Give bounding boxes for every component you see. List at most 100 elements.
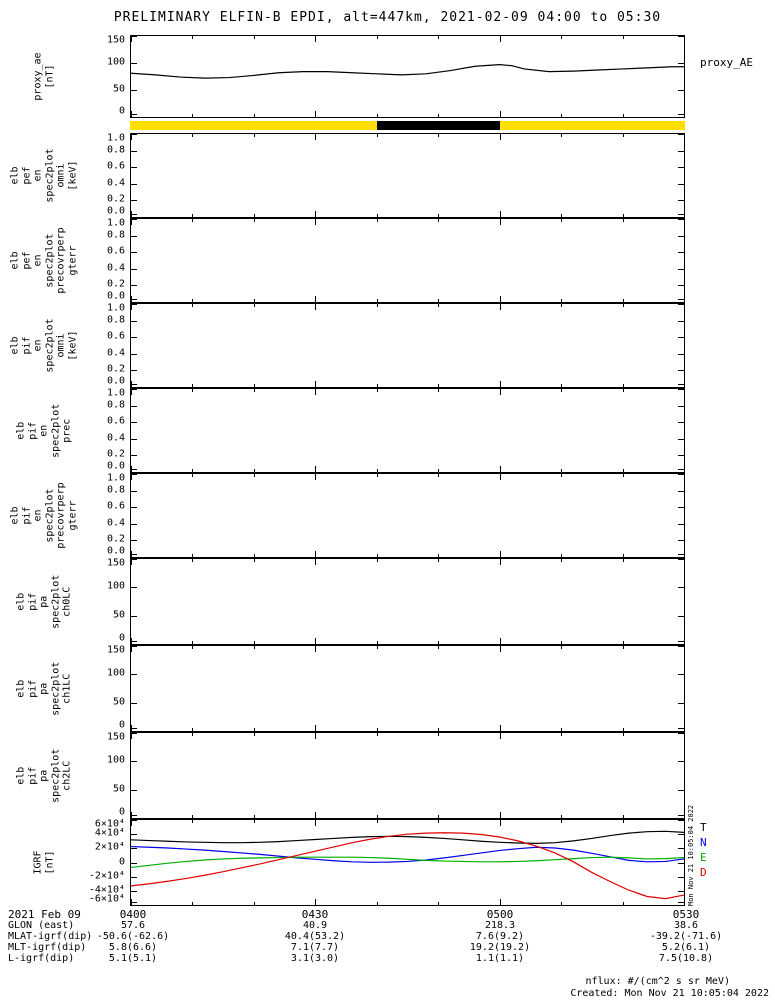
x-tick-mark bbox=[376, 214, 378, 217]
y-axis-label-wrap: elb pif en spec2plot prec bbox=[13, 388, 75, 473]
plot-area bbox=[130, 732, 685, 819]
x-tick-mark bbox=[376, 134, 378, 137]
x-tick-mark bbox=[315, 474, 317, 480]
x-tick-mark bbox=[253, 733, 255, 736]
y-tick-mark bbox=[131, 219, 137, 220]
y-axis-label: elb pif en spec2plot precovrperp gterr bbox=[9, 482, 79, 549]
y-tick-mark bbox=[678, 646, 684, 647]
y-tick-mark bbox=[131, 890, 137, 892]
x-tick-mark bbox=[622, 36, 624, 39]
x-tick-mark bbox=[499, 551, 501, 557]
x-tick-label: 0400 bbox=[119, 908, 147, 921]
date-label: 2021 Feb 09 bbox=[8, 908, 81, 921]
x-tick-mark bbox=[253, 554, 255, 557]
y-tick-label: 0.4 bbox=[106, 432, 125, 444]
y-tick-mark bbox=[131, 474, 137, 475]
y-tick-labels: 150 100 50 0 bbox=[75, 558, 130, 645]
footer-value: -50.6(-62.6) bbox=[96, 931, 170, 942]
y-tick-label: 0.8 bbox=[106, 144, 125, 156]
x-tick-mark bbox=[561, 641, 563, 644]
y-axis-label: elb pif en spec2plot prec bbox=[15, 403, 73, 458]
footer-value: -39.2(-71.6) bbox=[649, 931, 723, 942]
y-tick-mark bbox=[678, 815, 684, 816]
x-tick-mark bbox=[376, 902, 378, 905]
y-axis-label-wrap: elb pef en spec2plot omni [keV] bbox=[10, 133, 79, 218]
y-tick-mark bbox=[131, 114, 137, 115]
x-tick-mark bbox=[499, 725, 501, 731]
y-tick-mark bbox=[131, 268, 137, 270]
x-tick-mark bbox=[315, 551, 317, 557]
x-tick-mark bbox=[684, 466, 685, 472]
y-tick-mark bbox=[678, 268, 684, 270]
y-tick-mark bbox=[131, 36, 137, 37]
y-tick-mark bbox=[678, 252, 684, 254]
y-tick-mark bbox=[131, 384, 137, 385]
y-tick-labels: 6×10⁴ 4×10⁴ 2×10⁴ 0 -2×10⁴ -4×10⁴ -6×10⁴ bbox=[75, 819, 130, 906]
plot-area bbox=[130, 303, 685, 388]
x-tick-mark bbox=[438, 554, 440, 557]
y-tick-mark bbox=[678, 728, 684, 729]
x-tick-label: 0500 bbox=[486, 908, 514, 921]
x-tick-mark bbox=[192, 469, 194, 472]
panel-proxy-ae: proxy_ae [nT] 150 100 50 0 bbox=[32, 35, 685, 118]
y-tick-label: 0 bbox=[118, 632, 125, 644]
x-tick-mark bbox=[131, 381, 132, 387]
x-tick-mark bbox=[192, 384, 194, 387]
x-tick-mark bbox=[561, 815, 563, 818]
x-tick-mark bbox=[131, 638, 132, 644]
y-tick-label: 0.6 bbox=[106, 415, 125, 427]
y-tick-label: 1.0 bbox=[106, 387, 125, 399]
y-tick-label: 0 bbox=[118, 856, 125, 867]
y-axis-label-wrap: elb pif en spec2plot precovrperp gterr bbox=[10, 473, 79, 558]
y-tick-mark bbox=[678, 353, 684, 355]
y-tick-mark bbox=[131, 728, 137, 729]
y-tick-mark bbox=[678, 304, 684, 305]
x-tick-mark bbox=[253, 815, 255, 818]
y-tick-label: 1.0 bbox=[106, 472, 125, 484]
y-tick-mark bbox=[678, 114, 684, 115]
x-tick-mark bbox=[192, 728, 194, 731]
y-tick-mark bbox=[131, 167, 137, 169]
x-tick-label: 0530 bbox=[672, 908, 700, 921]
x-tick-mark bbox=[561, 554, 563, 557]
y-axis-label: IGRF [nT] bbox=[32, 850, 56, 875]
y-tick-label: 0.0 bbox=[106, 375, 125, 387]
x-tick-mark bbox=[561, 36, 563, 39]
x-tick-mark bbox=[376, 36, 378, 39]
x-tick-mark bbox=[684, 381, 685, 387]
y-tick-mark bbox=[131, 815, 137, 816]
x-tick-mark bbox=[315, 36, 317, 42]
footer-value: 40.9 bbox=[302, 920, 328, 931]
y-tick-mark bbox=[131, 370, 137, 372]
y-axis-label-wrap: elb pif pa spec2plot ch0LC bbox=[13, 558, 75, 645]
x-tick-mark bbox=[253, 820, 255, 823]
y-tick-label: 6×10⁴ bbox=[94, 818, 125, 830]
x-tick-mark bbox=[376, 646, 378, 649]
y-tick-label: 0 bbox=[118, 105, 125, 117]
x-tick-mark bbox=[622, 384, 624, 387]
y-tick-mark bbox=[131, 820, 137, 821]
y-tick-mark bbox=[678, 761, 684, 763]
x-tick-mark bbox=[561, 304, 563, 307]
y-tick-label: 4×10⁴ bbox=[94, 827, 125, 839]
y-tick-mark bbox=[678, 422, 684, 424]
y-tick-mark bbox=[131, 761, 137, 763]
y-tick-mark bbox=[678, 370, 684, 372]
y-tick-label: 100 bbox=[106, 754, 125, 766]
x-tick-mark bbox=[684, 304, 685, 310]
y-tick-label: 50 bbox=[112, 696, 125, 708]
x-tick-mark bbox=[561, 474, 563, 477]
y-tick-mark bbox=[131, 540, 137, 542]
footer-row-label: GLON (east) bbox=[8, 920, 75, 931]
x-tick-mark bbox=[622, 299, 624, 302]
x-tick-mark bbox=[499, 474, 501, 480]
y-tick-mark bbox=[131, 455, 137, 457]
x-tick-mark bbox=[561, 389, 563, 392]
x-tick-mark bbox=[622, 114, 624, 117]
x-tick-mark bbox=[315, 466, 317, 472]
footer-value: 1.1(1.1) bbox=[475, 953, 525, 964]
y-tick-label: 150 bbox=[106, 557, 125, 569]
y-tick-mark bbox=[678, 554, 684, 555]
